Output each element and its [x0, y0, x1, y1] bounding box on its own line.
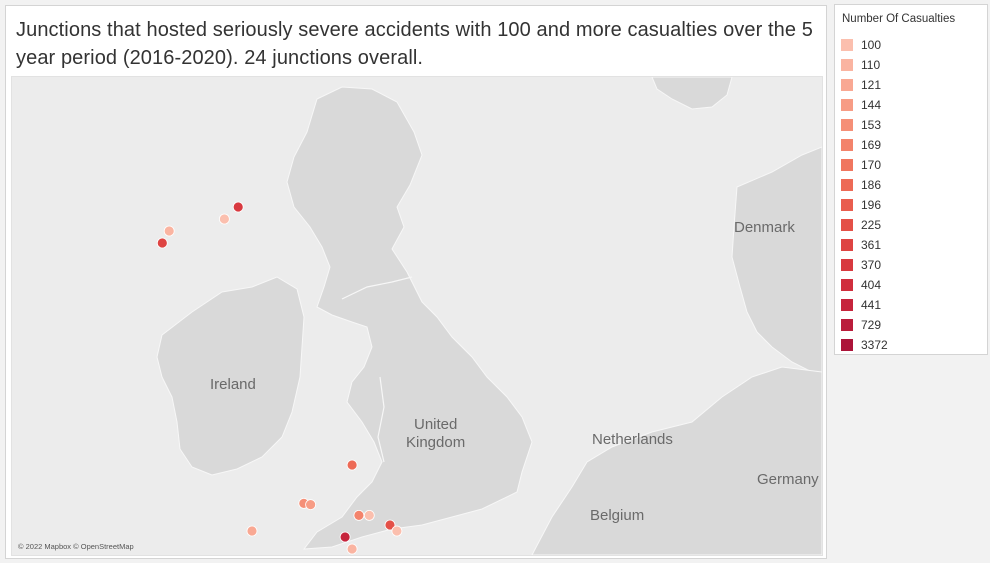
legend-swatch — [841, 279, 853, 291]
legend-title: Number Of Casualties — [842, 13, 956, 25]
accident-marker[interactable]: Sheffield east: 100 — [363, 509, 375, 521]
accident-marker[interactable]: Edinburgh area: 370 — [232, 201, 244, 213]
land-denmark — [731, 146, 822, 378]
legend-label: 196 — [861, 198, 882, 212]
legend-item[interactable]: 170 — [835, 155, 987, 175]
legend-item[interactable]: 196 — [835, 195, 987, 215]
legend-swatch — [841, 339, 853, 351]
legend-item[interactable]: 225 — [835, 215, 987, 235]
legend-label: 170 — [861, 158, 882, 172]
legend-item[interactable]: 186 — [835, 175, 987, 195]
label-germany: Germany — [757, 471, 819, 488]
legend-label: 186 — [861, 178, 882, 192]
legend-item[interactable]: 153 — [835, 115, 987, 135]
legend-item[interactable]: 3372 — [835, 335, 987, 355]
map-attribution[interactable]: © 2022 Mapbox © OpenStreetMap — [18, 542, 134, 551]
legend-label: 361 — [861, 238, 882, 252]
accident-marker[interactable]: Sheffield: 169 — [353, 509, 365, 521]
map-view[interactable]: Ireland United Kingdom Denmark Netherlan… — [11, 76, 823, 556]
label-belgium: Belgium — [590, 507, 644, 524]
land-norway — [651, 77, 733, 110]
legend-label: 121 — [861, 78, 882, 92]
legend-item[interactable]: 729 — [835, 315, 987, 335]
legend-item[interactable]: 370 — [835, 255, 987, 275]
legend-label: 370 — [861, 258, 882, 272]
accident-marker[interactable]: Leeds: 186 — [346, 459, 358, 471]
legend-swatch — [841, 139, 853, 151]
legend-label: 110 — [861, 58, 881, 72]
legend-label: 441 — [861, 298, 882, 312]
legend-label: 225 — [861, 218, 882, 232]
legend-list: 100 110 121 144 153 169 170 186 196 225 361 370 404 4… — [835, 35, 987, 355]
legend-item[interactable]: 441 — [835, 295, 987, 315]
legend-label: 404 — [861, 278, 882, 292]
legend-swatch — [841, 319, 853, 331]
accident-marker[interactable]: Glasgow: 361 — [156, 237, 168, 249]
label-ireland: Ireland — [210, 376, 256, 393]
page-title: Junctions that hosted seriously severe a… — [16, 19, 814, 69]
label-netherlands: Netherlands — [592, 431, 673, 448]
legend-item[interactable]: 404 — [835, 275, 987, 295]
legend-label: 153 — [861, 118, 882, 132]
accident-markers: Edinburgh area: 370Lothian: 100 Glasgow n… — [156, 201, 403, 555]
legend-swatch — [841, 219, 853, 231]
legend-swatch — [841, 299, 853, 311]
label-uk-line1: United — [414, 416, 457, 433]
legend-swatch — [841, 99, 853, 111]
legend-swatch — [841, 39, 853, 51]
legend-swatch — [841, 59, 853, 71]
dashboard: Junctions that hosted seriously severe a… — [5, 5, 827, 559]
legend-item[interactable]: 100 — [835, 35, 987, 55]
legend-label: 169 — [861, 138, 882, 152]
accident-marker[interactable]: Derbyshire south: 110 — [346, 543, 358, 555]
land-ireland — [156, 276, 305, 476]
legend-swatch — [841, 119, 853, 131]
legend-item[interactable]: 110 — [835, 55, 987, 75]
legend-swatch — [841, 239, 853, 251]
legend-item[interactable]: 361 — [835, 235, 987, 255]
legend-item[interactable]: 121 — [835, 75, 987, 95]
accident-marker[interactable]: Glasgow north: 110 — [163, 225, 175, 237]
label-denmark: Denmark — [734, 219, 795, 236]
accident-marker[interactable]: Manchester east: 144 — [305, 499, 317, 511]
border-scotland — [341, 276, 413, 300]
accident-marker[interactable]: Lincolnshire: 100 — [391, 525, 403, 537]
accident-marker[interactable]: Nottingham area: 225 — [384, 519, 396, 531]
legend-item[interactable]: 169 — [835, 135, 987, 155]
legend-item[interactable]: 144 — [835, 95, 987, 115]
legend-swatch — [841, 79, 853, 91]
legend-swatch — [841, 259, 853, 271]
legend-label: 3372 — [861, 338, 888, 352]
legend-label: 729 — [861, 318, 882, 332]
accident-marker[interactable]: Derby: 441 — [339, 531, 351, 543]
legend-swatch — [841, 179, 853, 191]
legend-swatch — [841, 159, 853, 171]
legend-label: 100 — [861, 38, 882, 52]
legend-swatch — [841, 199, 853, 211]
accident-marker[interactable]: North Wales: 121 — [246, 525, 258, 537]
land-continent — [531, 366, 822, 555]
label-uk-line2: Kingdom — [406, 434, 465, 451]
legend: Number Of Casualties 100 110 121 144 153 169 1… — [834, 4, 988, 355]
border-wales — [377, 376, 385, 463]
map-svg[interactable]: Ireland United Kingdom Denmark Netherlan… — [12, 77, 822, 555]
accident-marker[interactable]: Lothian: 100 — [218, 213, 230, 225]
legend-label: 144 — [861, 98, 882, 112]
